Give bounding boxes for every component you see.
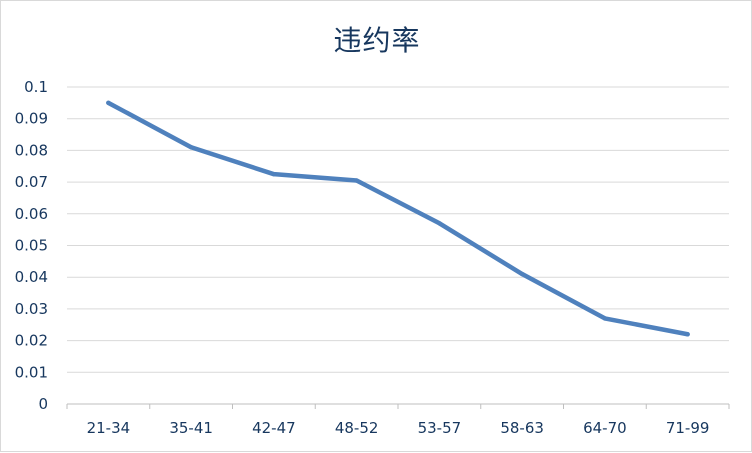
chart-title: 违约率: [333, 24, 421, 57]
data-point: [437, 221, 442, 226]
y-tick-label: 0.02: [15, 332, 48, 350]
x-tick-label: 48-52: [335, 419, 379, 437]
x-tick-label: 71-99: [666, 419, 710, 437]
data-point: [106, 100, 111, 106]
x-axis: 21-34 35-41 42-47 48-52 53-57 58-63 64-70 71-99: [66, 403, 730, 437]
x-tick-label: 42-47: [252, 419, 296, 437]
x-tick-label: 58-63: [500, 419, 544, 437]
gridlines: [67, 86, 729, 373]
x-tick-label: 35-41: [169, 419, 213, 437]
x-tick-label: 21-34: [87, 419, 131, 437]
y-tick-label: 0.06: [15, 205, 48, 223]
y-tick-label: 0.09: [15, 110, 48, 128]
data-point: [519, 271, 525, 277]
y-tick-label: 0.1: [24, 78, 48, 96]
series-layer: [106, 100, 690, 337]
data-point: [354, 178, 359, 183]
data-point: [602, 316, 608, 321]
x-tick-label: 53-57: [418, 419, 462, 437]
data-point: [685, 332, 690, 337]
y-tick-label: 0.04: [15, 268, 48, 286]
y-tick-label: 0.03: [15, 300, 48, 318]
series-line: [106, 100, 690, 337]
data-point: [188, 145, 194, 150]
y-tick-label: 0: [38, 395, 48, 413]
y-axis: 0 0.01 0.02 0.03 0.04 0.05 0.06 0.07 0.08 0.09 0.1: [15, 78, 48, 413]
data-point: [271, 171, 277, 177]
y-tick-label: 0.08: [15, 141, 48, 159]
y-tick-label: 0.05: [15, 237, 48, 255]
y-tick-label: 0.01: [15, 363, 48, 381]
y-tick-label: 0.07: [15, 173, 48, 191]
x-tick-label: 64-70: [583, 419, 627, 437]
